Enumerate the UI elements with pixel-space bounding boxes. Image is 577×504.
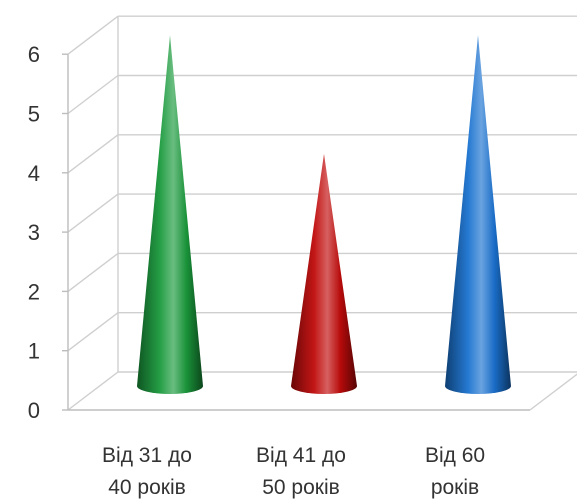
x-category-label: Від 60 років xyxy=(425,444,485,499)
floor-right-edge xyxy=(529,373,577,411)
gridline-side xyxy=(67,193,119,233)
y-tick-label: 5 xyxy=(28,102,40,127)
y-tick-label: 3 xyxy=(28,220,40,245)
cone-2 xyxy=(445,35,511,394)
gridline-side xyxy=(67,371,119,411)
y-tick-labels: 0 1 2 3 4 5 6 xyxy=(28,42,40,423)
x-category-label: Від 31 до 40 років xyxy=(102,444,192,499)
y-tick-label: 0 xyxy=(28,398,40,423)
cone-body xyxy=(445,35,511,394)
cone-0 xyxy=(137,35,203,394)
cone-body xyxy=(291,153,357,394)
gridline-side xyxy=(67,15,119,55)
y-tick-label: 6 xyxy=(28,42,40,67)
cone-1 xyxy=(291,153,357,394)
gridline-side xyxy=(67,134,119,174)
y-tick-label: 1 xyxy=(28,339,40,364)
gridline-side xyxy=(67,252,119,292)
gridline-side xyxy=(67,312,119,352)
cones xyxy=(137,35,511,394)
y-tick-label: 4 xyxy=(28,161,40,186)
x-category-label: Від 41 до 50 років xyxy=(256,444,346,499)
x-category-labels: Від 31 до 40 років Від 41 до 50 років Від 60… xyxy=(102,444,485,499)
y-tick-label: 2 xyxy=(28,279,40,304)
gridline-side xyxy=(67,74,119,115)
cone-body xyxy=(137,35,203,394)
axes xyxy=(62,53,577,411)
